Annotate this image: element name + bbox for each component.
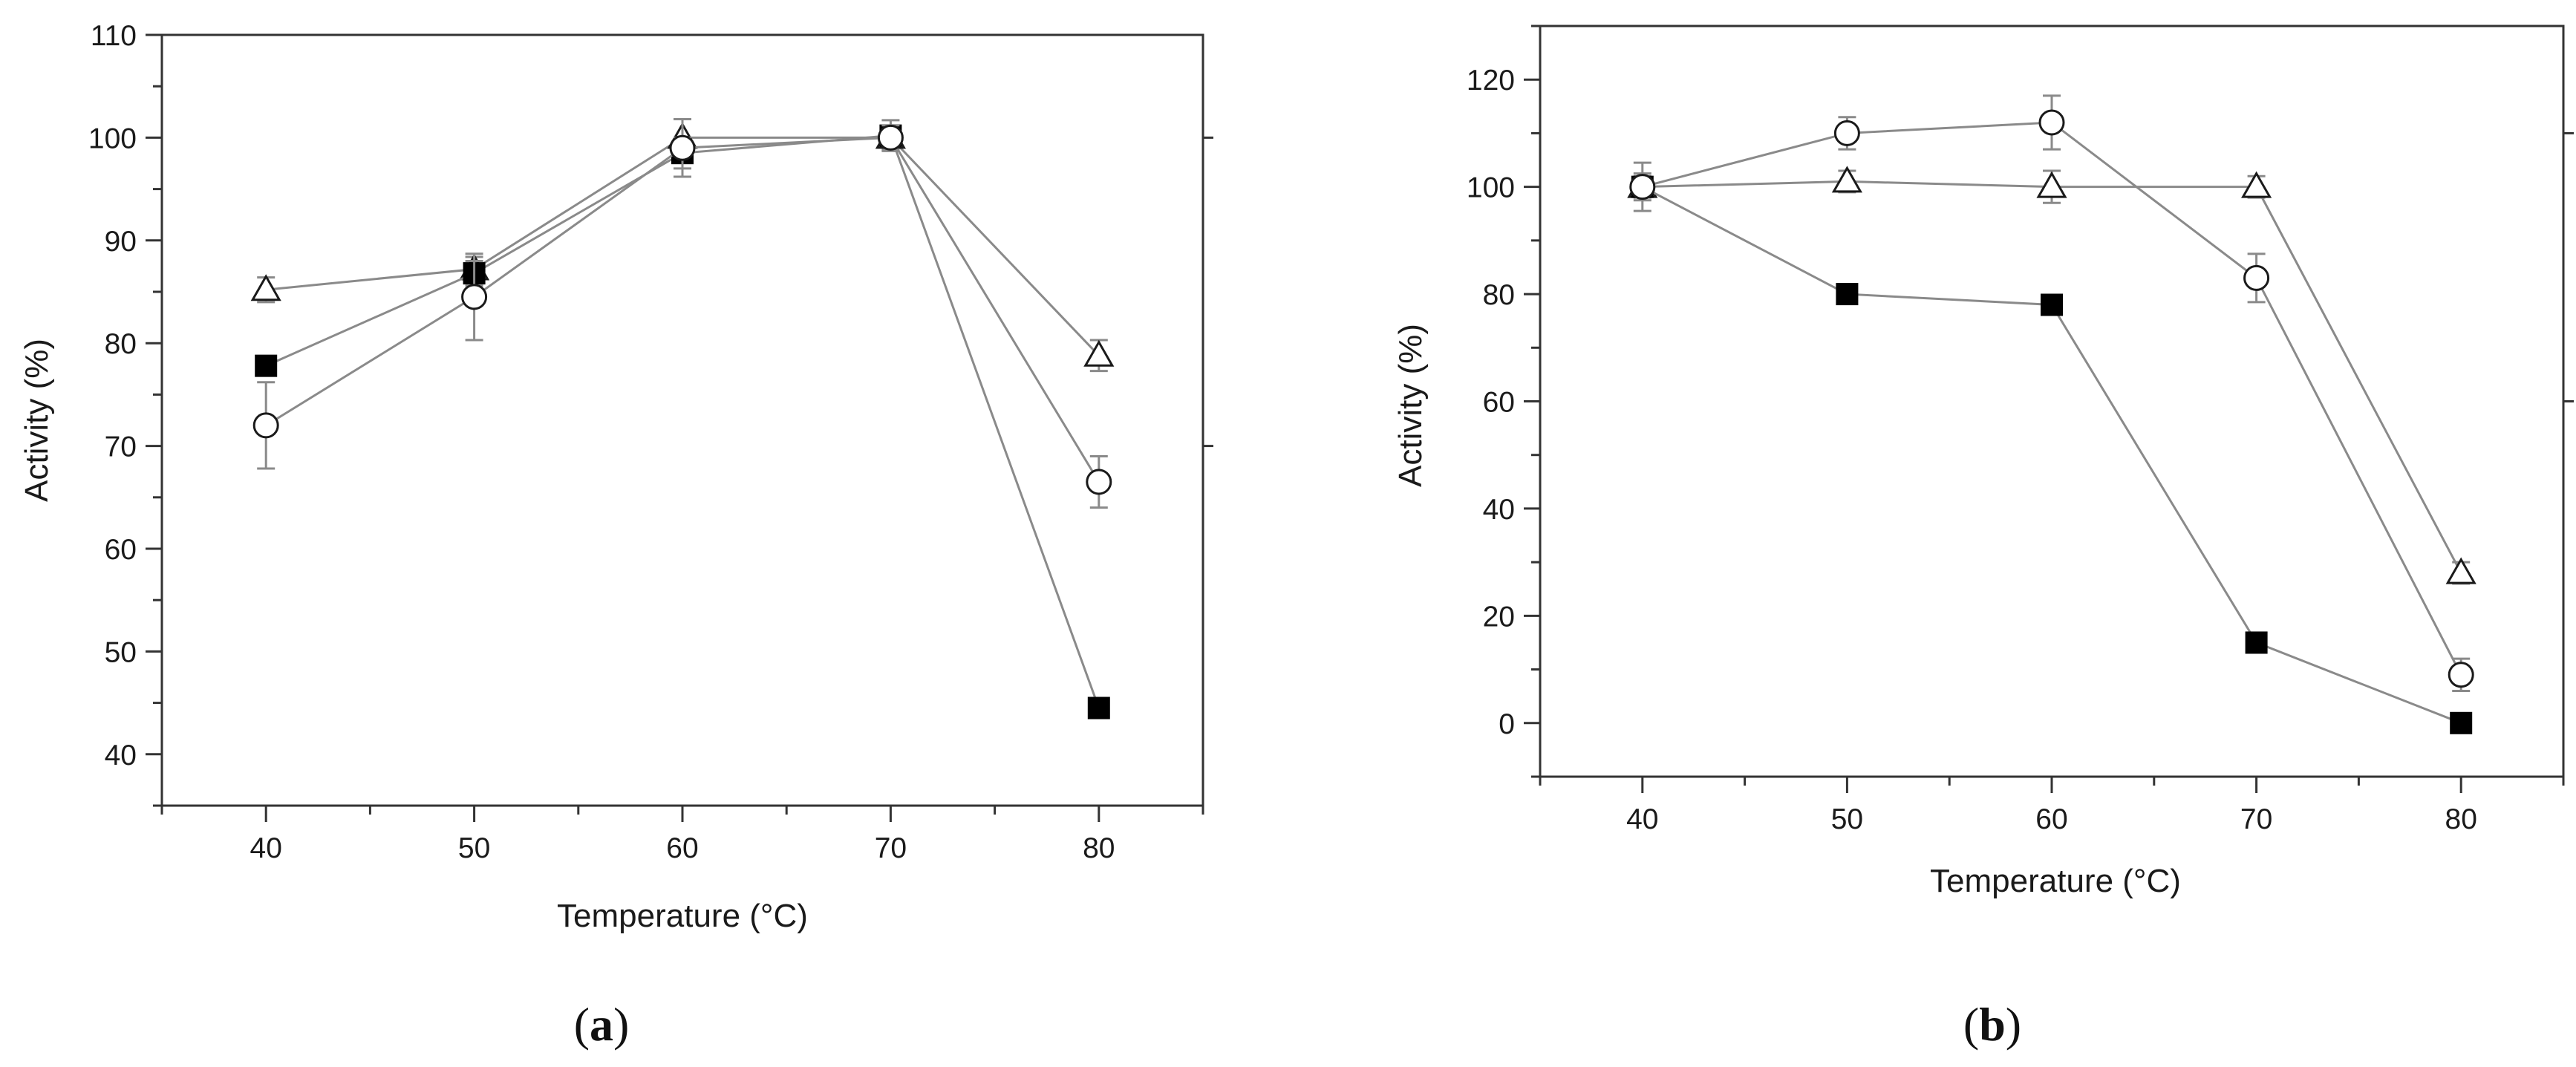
- chart-panel-a: 40 50 60 70 80 40 50 60 70 80 90 100 110 Temperatur…: [19, 20, 1213, 1051]
- y-axis-a: 40 50 60 70 80 90 100 110: [88, 20, 1213, 807]
- data-point-triangle-b: [2036, 171, 2067, 198]
- x-tick-label-a: 40: [250, 832, 282, 864]
- x-tick-label-a: 50: [458, 832, 490, 864]
- x-tick-label-b: 80: [2445, 803, 2477, 835]
- data-point-triangle-b: [2445, 557, 2476, 584]
- y-tick-label-a: 110: [91, 20, 137, 52]
- y-tick-label-b: 40: [1483, 494, 1515, 526]
- y-tick-label-a: 70: [105, 431, 137, 463]
- data-point-circle-b: [2038, 109, 2065, 136]
- data-point-circle-a: [252, 412, 279, 439]
- data-point-triangle-b: [2241, 171, 2272, 198]
- x-axis-b: 40 50 60 70 80: [1539, 777, 2565, 835]
- x-axis-title-a: Temperature (°C): [557, 898, 808, 934]
- data-point-square-b: [2450, 711, 2473, 734]
- y-tick-label-b: 20: [1483, 601, 1515, 633]
- panel-label-b-letter: b: [1979, 998, 2006, 1051]
- y-tick-label-b: 100: [1467, 172, 1515, 204]
- series-line-a-filled-square: [265, 134, 1100, 709]
- x-tick-label-b: 70: [2240, 803, 2272, 835]
- x-axis-a: 40 50 60 70 80: [160, 806, 1204, 864]
- y-axis-title-b: Activity (%): [1392, 324, 1429, 487]
- x-tick-label-a: 70: [875, 832, 907, 864]
- data-point-circle-a: [669, 134, 696, 161]
- data-point-triangle-b: [1831, 166, 1862, 193]
- data-point-triangle-a: [250, 274, 281, 301]
- y-tick-label-b: 0: [1499, 708, 1515, 740]
- series-layer-b: [1627, 94, 2476, 734]
- series-layer-a: [250, 117, 1115, 720]
- x-tick-label-b: 50: [1831, 803, 1863, 835]
- data-point-square-a: [1087, 696, 1110, 720]
- y-tick-label-a: 50: [105, 636, 137, 668]
- y-tick-label-a: 60: [105, 534, 137, 566]
- series-line-b-open-circle: [1642, 121, 2462, 676]
- x-tick-label-b: 40: [1626, 803, 1658, 835]
- y-tick-label-b: 120: [1467, 65, 1515, 97]
- data-point-circle-b: [2243, 264, 2270, 291]
- x-axis-title-b: Temperature (°C): [1930, 863, 2181, 899]
- data-point-square-b: [2245, 631, 2268, 654]
- x-tick-label-a: 80: [1083, 832, 1115, 864]
- data-point-square-b: [1836, 283, 1859, 306]
- y-tick-label-a: 100: [88, 123, 137, 154]
- data-point-square-b: [2041, 293, 2063, 316]
- y-axis-title-a: Activity (%): [19, 339, 55, 502]
- data-point-circle-b: [2448, 662, 2474, 688]
- x-tick-label-a: 60: [666, 832, 698, 864]
- data-point-circle-a: [461, 284, 488, 310]
- data-point-circle-b: [1833, 120, 1860, 146]
- data-point-circle-a: [877, 124, 904, 151]
- y-tick-label-a: 90: [105, 226, 137, 258]
- y-tick-label-b: 80: [1483, 279, 1515, 311]
- data-point-square-a: [255, 354, 278, 377]
- panel-label-a: (a): [574, 998, 630, 1051]
- y-axis-b: 0 20 40 60 80 100 120: [1467, 25, 2574, 778]
- y-tick-label-b: 60: [1483, 387, 1515, 419]
- data-point-triangle-a: [1083, 339, 1115, 367]
- series-line-b-open-triangle: [1642, 180, 2462, 574]
- chart-panel-b: 40 50 60 70 80 0 20 40 60 80 100 120 Temperature (…: [1392, 25, 2574, 1051]
- y-tick-label-a: 40: [105, 740, 137, 771]
- panel-label-a-letter: a: [590, 998, 613, 1051]
- x-tick-label-b: 60: [2035, 803, 2067, 835]
- series-line-b-filled-square: [1642, 186, 2462, 725]
- panel-label-b: (b): [1963, 998, 2021, 1051]
- data-point-circle-a: [1086, 469, 1112, 495]
- y-tick-label-a: 80: [105, 328, 137, 360]
- data-point-circle-b: [1629, 174, 1656, 200]
